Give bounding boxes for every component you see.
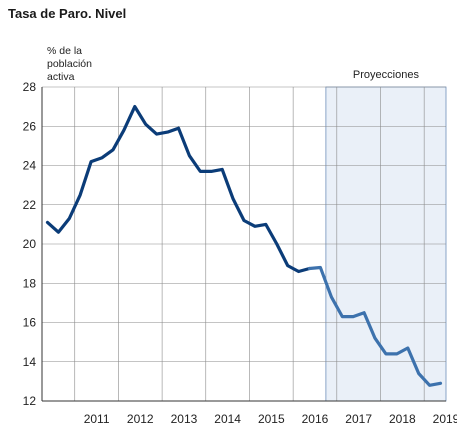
y-tick-label: 24 xyxy=(23,159,37,173)
series-lines xyxy=(45,105,443,387)
y-tick-label: 20 xyxy=(23,237,37,251)
x-tick-label: 2016 xyxy=(302,412,329,426)
x-tick-label: 2019 xyxy=(433,412,457,426)
chart-title: Tasa de Paro. Nivel xyxy=(8,6,127,21)
x-tick-label: 2013 xyxy=(171,412,198,426)
y-axis-label: % de la población activa xyxy=(47,45,92,83)
x-tick-label: 2018 xyxy=(389,412,416,426)
series-line-historical xyxy=(45,105,312,274)
y-tick-label: 28 xyxy=(23,80,37,94)
projection-label: Proyecciones xyxy=(353,69,420,81)
tick-labels: 12 14 16 18 20 22 24 26 28 2011 2012 2013 2014 2015 20… xyxy=(23,80,457,426)
y-tick-label: 12 xyxy=(23,394,37,408)
y-tick-label: 26 xyxy=(23,119,37,133)
x-tick-label: 2011 xyxy=(84,412,110,426)
y-tick-label: 16 xyxy=(23,316,37,330)
x-tick-label: 2012 xyxy=(127,412,154,426)
x-tick-label: 2017 xyxy=(345,412,372,426)
y-tick-label: 14 xyxy=(23,355,37,369)
axes xyxy=(41,87,446,402)
y-tick-label: 18 xyxy=(23,276,37,290)
x-tick-label: 2014 xyxy=(214,412,241,426)
series-line-projection xyxy=(307,265,443,387)
y-tick-label: 22 xyxy=(23,198,37,212)
x-tick-label: 2015 xyxy=(258,412,285,426)
